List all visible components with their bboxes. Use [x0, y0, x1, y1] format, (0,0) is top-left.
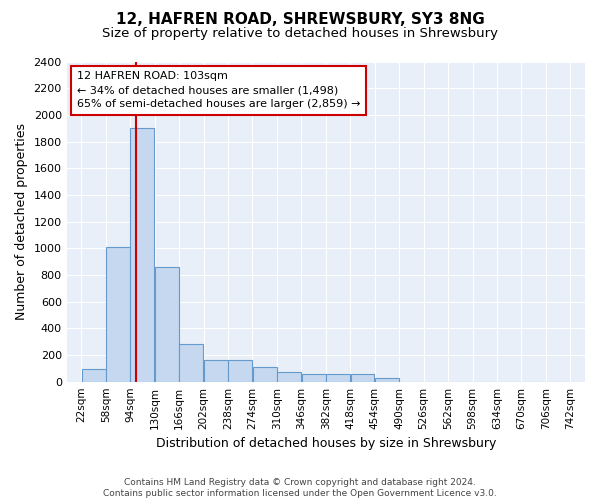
Bar	[277, 372, 301, 382]
Bar	[228, 360, 252, 382]
Text: Size of property relative to detached houses in Shrewsbury: Size of property relative to detached ho…	[102, 28, 498, 40]
Bar	[302, 374, 326, 382]
Bar	[106, 247, 130, 382]
Text: Contains HM Land Registry data © Crown copyright and database right 2024.
Contai: Contains HM Land Registry data © Crown c…	[103, 478, 497, 498]
Text: 12, HAFREN ROAD, SHREWSBURY, SY3 8NG: 12, HAFREN ROAD, SHREWSBURY, SY3 8NG	[116, 12, 484, 28]
Bar	[326, 374, 350, 382]
Bar	[82, 369, 106, 382]
Bar	[375, 378, 399, 382]
Bar	[204, 360, 228, 382]
Bar	[130, 128, 154, 382]
Bar	[253, 367, 277, 382]
Bar	[155, 267, 179, 382]
Y-axis label: Number of detached properties: Number of detached properties	[15, 123, 28, 320]
Bar	[179, 344, 203, 382]
Text: 12 HAFREN ROAD: 103sqm
← 34% of detached houses are smaller (1,498)
65% of semi-: 12 HAFREN ROAD: 103sqm ← 34% of detached…	[77, 71, 361, 109]
Bar	[350, 374, 374, 382]
X-axis label: Distribution of detached houses by size in Shrewsbury: Distribution of detached houses by size …	[155, 437, 496, 450]
